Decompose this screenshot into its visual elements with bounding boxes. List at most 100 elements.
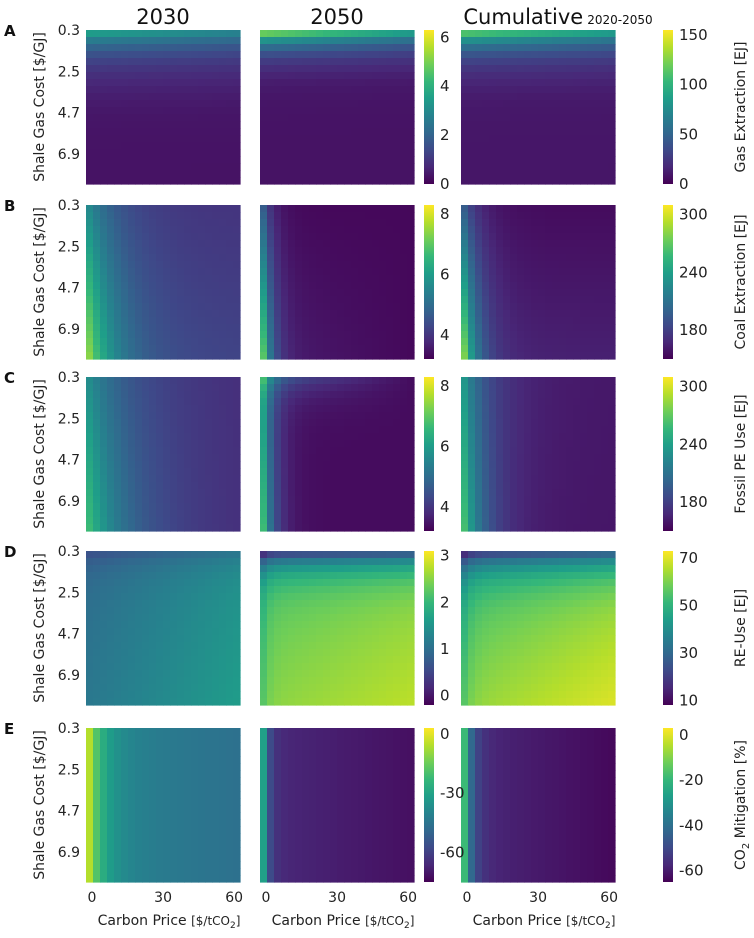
heatmap-cell [400,426,408,434]
heatmap-cell [226,412,234,420]
heatmap-cell [93,275,101,283]
heatmap-cell [177,72,185,80]
heatmap-cell [295,114,303,122]
column-subtitle: 2020-2050 [587,13,652,27]
heatmap-cell [149,121,157,129]
heatmap-cell [163,412,171,420]
heatmap-cell [295,352,303,360]
heatmap-cell [517,317,525,325]
heatmap-cell [573,261,581,269]
heatmap-cell [163,621,171,629]
heatmap-cell [100,558,108,566]
heatmap-cell [107,670,115,678]
heatmap-cell [503,524,511,532]
heatmap-cell [601,261,609,269]
heatmap-cell [468,338,476,346]
heatmap-cell [191,261,199,269]
heatmap-cell [191,412,199,420]
heatmap-cell [156,503,164,511]
heatmap-cell [142,324,150,332]
heatmap-cell [163,156,171,164]
heatmap-cell [559,331,567,339]
heatmap-cell [260,317,268,325]
heatmap-cell [489,461,497,469]
heatmap-cell [281,405,289,413]
heatmap-cell [219,419,227,427]
heatmap-cell [580,254,588,262]
heatmap-cell [573,482,581,490]
heatmap-cell [93,142,101,150]
heatmap-cell [566,433,574,441]
heatmap-cell [149,310,157,318]
heatmap-cell [198,107,206,115]
heatmap-cell [552,524,560,532]
heatmap-cell [365,65,373,73]
heatmap-cell [608,226,616,234]
heatmap-cell [281,30,289,38]
heatmap-cell [365,482,373,490]
heatmap-cell [114,163,122,171]
heatmap-cell [198,135,206,143]
heatmap-cell [170,268,178,276]
heatmap-cell [114,275,122,283]
heatmap-cell [393,440,401,448]
heatmap-cell [573,524,581,532]
heatmap-cell [393,107,401,115]
heatmap-cell [107,30,115,38]
heatmap-cell [337,496,345,504]
heatmap-cell [149,468,157,476]
heatmap-cell [191,482,199,490]
heatmap-cell [163,565,171,573]
heatmap-cell [538,517,546,525]
heatmap-cell [510,205,518,213]
heatmap-cell [482,352,490,360]
heatmap-cell [107,296,115,304]
heatmap-cell [358,440,366,448]
heatmap-cell [344,72,352,80]
heatmap-cell [114,149,122,157]
heatmap-cell [400,212,408,220]
heatmap-cell [344,338,352,346]
heatmap-cell [142,656,150,664]
heatmap-cell [121,593,129,601]
heatmap-cell [288,331,296,339]
heatmap-cell [302,338,310,346]
heatmap-cell [260,142,268,150]
heatmap-cell [100,233,108,241]
heatmap-cell [219,579,227,587]
heatmap-cell [358,79,366,87]
heatmap-cell [351,289,359,297]
heatmap-cell [393,177,401,185]
heatmap-cell [566,405,574,413]
heatmap-cell [274,114,282,122]
heatmap-cell [121,391,129,399]
heatmap-cell [191,170,199,178]
heatmap-cell [107,93,115,101]
heatmap-cell [524,503,532,511]
heatmap-cell [274,551,282,559]
heatmap-cell [496,142,504,150]
heatmap-cell [351,275,359,283]
heatmap-cell [156,677,164,685]
heatmap-cell [93,377,101,385]
heatmap-cell [524,107,532,115]
heatmap-cell [510,65,518,73]
heatmap-cell [267,233,275,241]
heatmap-cell [288,282,296,290]
heatmap-cell [475,433,483,441]
heatmap-cell [177,558,185,566]
heatmap-cell [358,461,366,469]
heatmap-cell [274,412,282,420]
heatmap-cell [219,600,227,608]
heatmap-cell [219,51,227,59]
heatmap-cell [323,156,331,164]
heatmap-cell [400,551,408,559]
heatmap-cell [163,398,171,406]
heatmap-cell [260,433,268,441]
heatmap-cell [552,240,560,248]
heatmap-cell [184,593,192,601]
heatmap-cell [379,86,387,94]
heatmap-cell [163,345,171,353]
heatmap-cell [337,128,345,136]
heatmap-cell [86,405,94,413]
